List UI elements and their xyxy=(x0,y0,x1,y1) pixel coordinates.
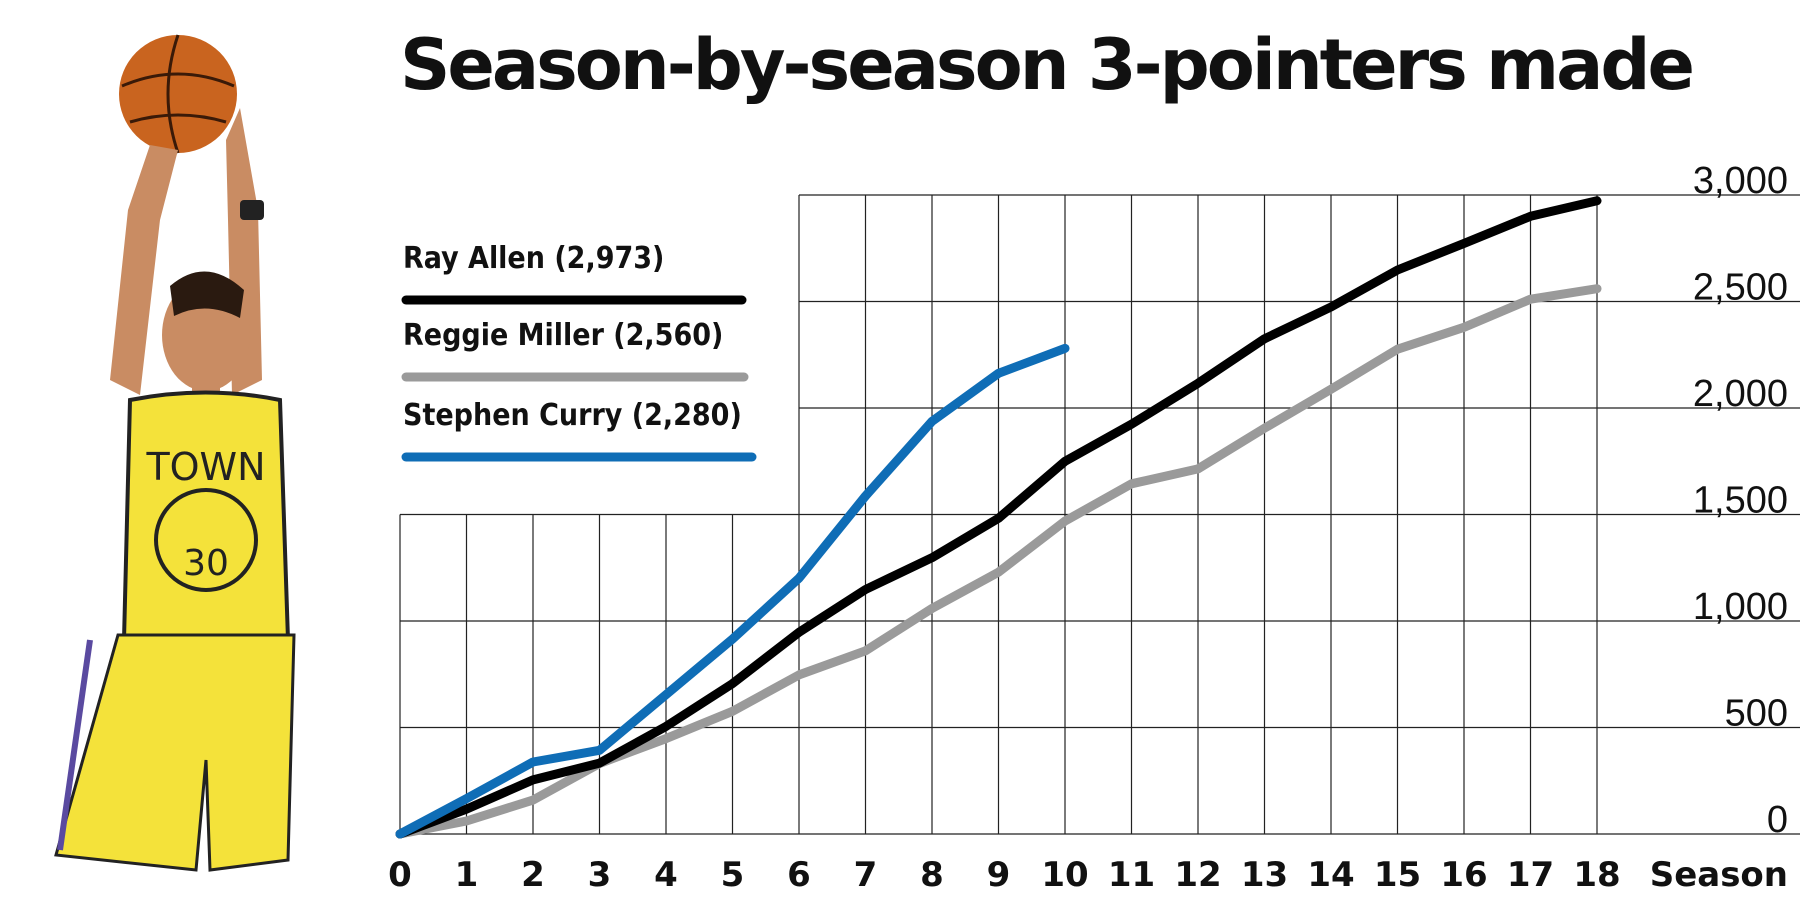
y-tick-label: 500 xyxy=(1725,693,1788,735)
x-tick-label: 13 xyxy=(1241,855,1288,895)
x-tick-label: 5 xyxy=(721,855,745,895)
svg-text:TOWN: TOWN xyxy=(145,445,265,489)
x-tick-label: 14 xyxy=(1307,855,1354,895)
y-tick-label: 2,500 xyxy=(1693,267,1788,309)
y-tick-label: 3,000 xyxy=(1693,160,1788,202)
x-tick-label: 12 xyxy=(1174,855,1221,895)
x-tick-label: 18 xyxy=(1573,855,1620,895)
y-tick-label: 1,000 xyxy=(1693,586,1788,628)
x-tick-label: 7 xyxy=(854,855,878,895)
grid-lines xyxy=(399,194,1800,835)
legend-label: Reggie Miller (2,560) xyxy=(403,318,723,353)
x-tick-label: 6 xyxy=(787,855,811,895)
x-tick-label: 10 xyxy=(1041,855,1088,895)
series-line xyxy=(395,343,1070,839)
x-tick-label: 1 xyxy=(455,855,479,895)
basketball-player-illustration: TOWN 30 xyxy=(54,34,296,872)
x-tick-label: 0 xyxy=(388,855,412,895)
y-tick-label: 1,500 xyxy=(1693,480,1788,522)
x-axis-label: Season xyxy=(1650,855,1788,895)
y-tick-label: 0 xyxy=(1767,799,1788,841)
legend: Ray Allen (2,973) Reggie Miller (2,560) St… xyxy=(401,241,757,462)
x-axis: 0 1 2 3 4 5 6 7 8 9 10 11 12 13 14 15 16 17 18 xyxy=(388,855,1621,895)
series-lines xyxy=(395,196,1602,839)
x-tick-label: 4 xyxy=(654,855,678,895)
svg-text:30: 30 xyxy=(183,543,229,584)
x-tick-label: 8 xyxy=(920,855,944,895)
y-tick-label: 2,000 xyxy=(1693,373,1788,415)
legend-label: Stephen Curry (2,280) xyxy=(403,398,742,433)
x-tick-label: 11 xyxy=(1108,855,1155,895)
series-line xyxy=(395,196,1602,839)
x-tick-label: 2 xyxy=(521,855,545,895)
x-tick-label: 17 xyxy=(1507,855,1554,895)
x-tick-label: 16 xyxy=(1440,855,1487,895)
x-tick-label: 15 xyxy=(1374,855,1421,895)
x-tick-label: 9 xyxy=(987,855,1011,895)
legend-label: Ray Allen (2,973) xyxy=(403,241,664,276)
chart-title: Season-by-season 3-pointers made xyxy=(400,24,1695,106)
x-tick-label: 3 xyxy=(588,855,612,895)
y-axis: 0 500 1,000 1,500 2,000 2,500 3,000 xyxy=(1693,160,1788,841)
